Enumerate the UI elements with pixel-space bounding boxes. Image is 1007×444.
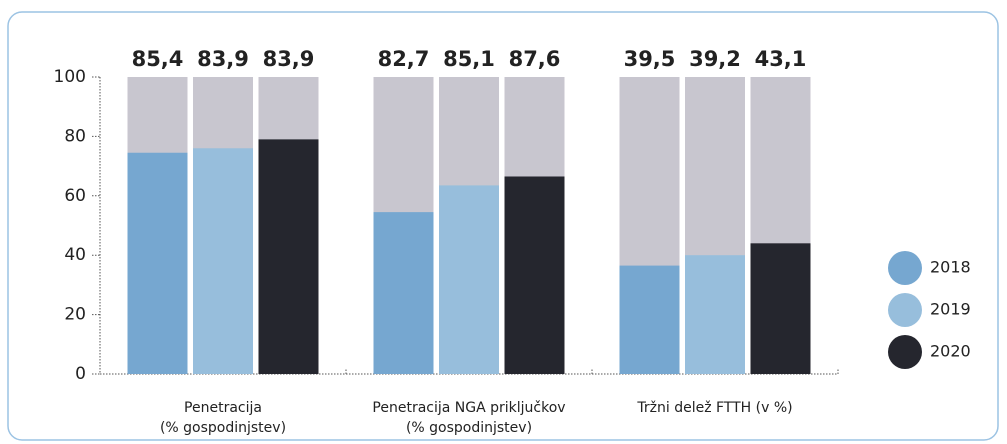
bar-label: 43,1 <box>755 47 807 71</box>
y-tick-label: 20 <box>64 305 86 325</box>
legend-swatch <box>888 335 922 369</box>
x-tick-label: Tržni delež FTTH (v %) <box>636 400 792 416</box>
bar-label: 87,6 <box>509 47 561 71</box>
legend-label: 2020 <box>930 342 971 361</box>
x-tick-label: (% gospodinjstev) <box>160 420 286 436</box>
y-tick-label: 60 <box>64 186 86 206</box>
y-tick-label: 80 <box>64 126 86 146</box>
bar-label: 85,4 <box>132 47 184 71</box>
bar <box>619 265 680 374</box>
bar <box>439 185 499 374</box>
x-tick-label: Penetracija <box>184 400 262 416</box>
frame <box>7 11 999 441</box>
legend-label: 2018 <box>930 258 971 277</box>
bar <box>193 148 253 374</box>
bar <box>504 176 565 374</box>
y-tick-label: 40 <box>64 245 86 265</box>
bar-label: 39,2 <box>689 47 741 71</box>
legend-swatch <box>888 251 922 285</box>
bar-label: 82,7 <box>378 47 430 71</box>
bar-label: 85,1 <box>443 47 495 71</box>
y-tick-label: 100 <box>54 67 86 87</box>
x-tick-label: Penetracija NGA priključkov <box>372 400 565 416</box>
legend-label: 2019 <box>930 300 971 319</box>
bar-label: 39,5 <box>624 47 676 71</box>
bar <box>685 255 745 374</box>
x-tick-label: (% gospodinjstev) <box>406 420 532 436</box>
bar <box>373 212 434 374</box>
bar-label: 83,9 <box>197 47 249 71</box>
legend-swatch <box>888 293 922 327</box>
bar <box>258 139 319 374</box>
bar-label: 83,9 <box>263 47 315 71</box>
bar <box>127 152 188 374</box>
y-tick-label: 0 <box>75 364 86 384</box>
bar <box>750 243 811 374</box>
